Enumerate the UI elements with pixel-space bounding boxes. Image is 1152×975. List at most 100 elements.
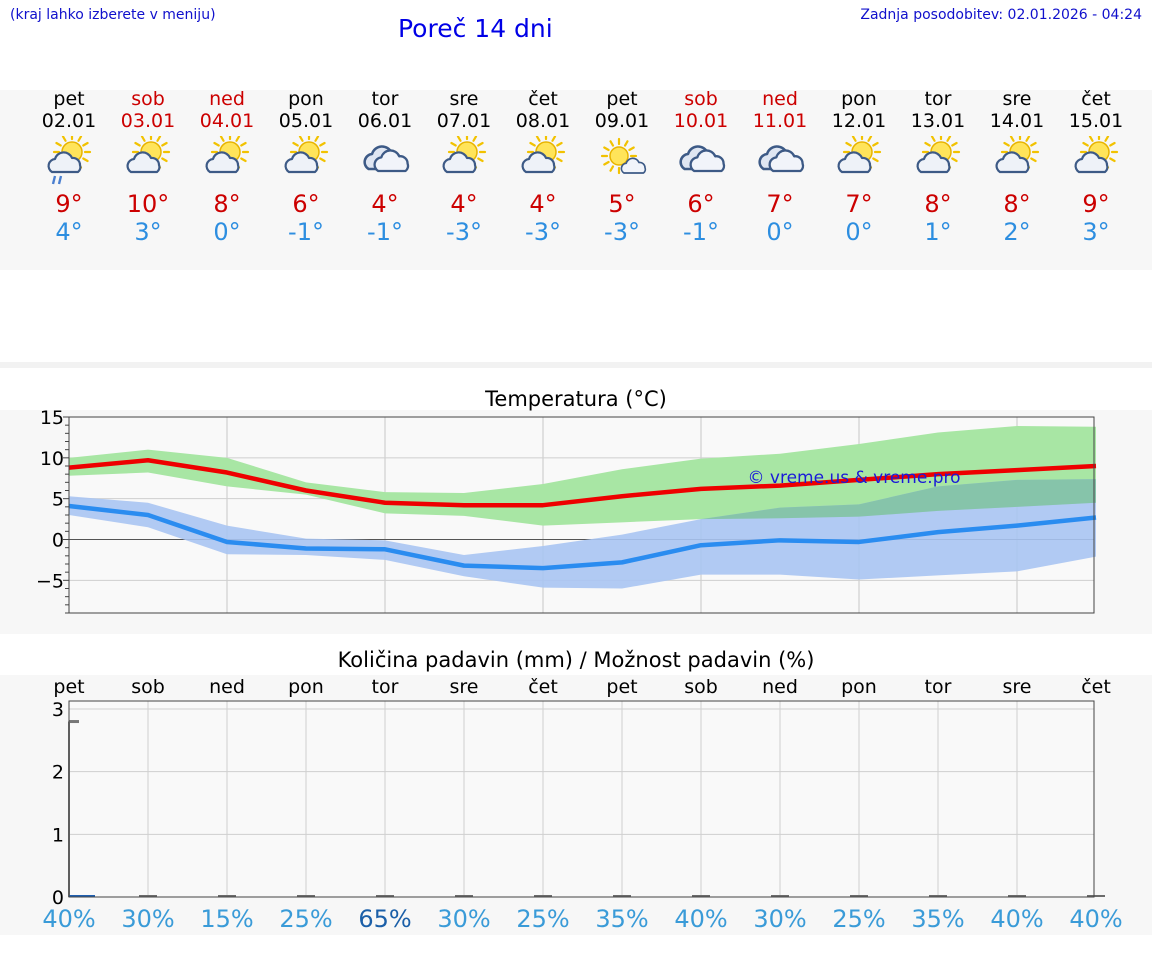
partly-sunny-icon xyxy=(995,136,1040,174)
temp-max: 4° xyxy=(529,190,557,218)
day-date: 12.01 xyxy=(831,110,887,132)
cloudy-icon xyxy=(363,145,410,173)
watermark: © vreme.us & vreme.pro xyxy=(747,468,960,488)
precip-day-label: tor xyxy=(925,676,952,698)
precip-bar xyxy=(771,895,789,897)
temp-min: 3° xyxy=(1082,218,1110,246)
partly-sunny-drizzle-icon xyxy=(47,136,92,185)
day-name: sob xyxy=(131,88,165,110)
precip-bar xyxy=(1008,895,1026,897)
temp-max: 4° xyxy=(371,190,399,218)
day-date: 08.01 xyxy=(515,110,571,132)
temp-min: -3° xyxy=(604,218,640,246)
day-column: pet 02.01 9° 4° xyxy=(29,88,109,246)
day-date: 09.01 xyxy=(594,110,650,132)
precip-bar xyxy=(139,895,157,897)
temp-min: 2° xyxy=(1003,218,1031,246)
temp-range-overlap xyxy=(69,472,1096,526)
day-date: 05.01 xyxy=(278,110,334,132)
min-temp-line xyxy=(68,503,1097,571)
temp-max: 10° xyxy=(126,190,170,218)
precip-day-label: tor xyxy=(372,676,399,698)
temp-min: 0° xyxy=(766,218,794,246)
cloudy-icon xyxy=(679,145,726,173)
temp-min: 0° xyxy=(845,218,873,246)
temperature-y-tick-label: 5 xyxy=(52,489,64,511)
precip-probability: 40% xyxy=(42,905,95,933)
day-name: tor xyxy=(371,88,399,110)
precip-bar xyxy=(534,895,552,897)
partly-sunny-icon xyxy=(284,136,329,174)
day-column: tor 13.01 8° 1° xyxy=(898,88,978,246)
precip-probability: 40% xyxy=(1069,905,1122,933)
day-name: sre xyxy=(1002,88,1032,110)
precip-plot-frame xyxy=(68,700,1095,898)
partly-sunny-icon xyxy=(205,136,250,174)
day-date: 07.01 xyxy=(436,110,492,132)
precip-y-tick-label: 3 xyxy=(52,699,64,721)
partly-sunny-icon xyxy=(521,136,566,174)
partly-sunny-icon xyxy=(1074,136,1119,174)
precip-day-label: sre xyxy=(450,676,479,698)
precip-plot-area xyxy=(69,701,1094,897)
temp-max: 9° xyxy=(1082,190,1110,218)
day-column: ned 04.01 8° 0° xyxy=(187,88,267,246)
precip-probability: 30% xyxy=(753,905,806,933)
daily-forecast: pet 02.01 9° 4° sob 03.01 10° 3° ned 04.01 8° 0° pon… xyxy=(0,88,1152,258)
day-name: pet xyxy=(53,88,85,110)
day-name: pon xyxy=(288,88,324,110)
day-name: čet xyxy=(1081,88,1111,110)
precip-day-label: pon xyxy=(841,676,877,698)
day-column: sre 07.01 4° -3° xyxy=(424,88,504,246)
precip-day-label: čet xyxy=(528,676,558,698)
temp-min: -1° xyxy=(367,218,403,246)
day-name: ned xyxy=(762,88,798,110)
day-name: pet xyxy=(606,88,638,110)
precip-day-label: sre xyxy=(1003,676,1032,698)
temp-min: 4° xyxy=(55,218,83,246)
precip-bar xyxy=(850,895,868,897)
day-date: 03.01 xyxy=(120,110,176,132)
precip-day-label: sob xyxy=(684,676,718,698)
precip-day-label: pet xyxy=(606,676,637,698)
cloudy-icon xyxy=(758,145,805,173)
day-column: sob 10.01 6° -1° xyxy=(661,88,741,246)
temp-max: 4° xyxy=(450,190,478,218)
precip-probability: 30% xyxy=(121,905,174,933)
precip-bar xyxy=(1087,895,1105,897)
precip-probability: 40% xyxy=(990,905,1043,933)
temp-max: 6° xyxy=(292,190,320,218)
partly-sunny-icon xyxy=(442,136,487,174)
precip-probability: 65% xyxy=(358,905,411,933)
location-hint: (kraj lahko izberete v meniju) xyxy=(10,7,216,23)
day-name: čet xyxy=(528,88,558,110)
precip-day-label: ned xyxy=(762,676,798,698)
mostly-sunny-icon xyxy=(600,137,647,175)
temp-max: 8° xyxy=(213,190,241,218)
day-column: čet 15.01 9° 3° xyxy=(1056,88,1136,246)
temperature-y-tick-label: 15 xyxy=(40,407,64,429)
day-column: pon 12.01 7° 0° xyxy=(819,88,899,246)
temp-min: -1° xyxy=(288,218,324,246)
day-column: sob 03.01 10° 3° xyxy=(108,88,188,246)
day-date: 15.01 xyxy=(1068,110,1124,132)
day-name: pon xyxy=(841,88,877,110)
temp-max: 7° xyxy=(845,190,873,218)
day-column: sre 14.01 8° 2° xyxy=(977,88,1057,246)
day-name: sre xyxy=(449,88,479,110)
precip-day-label: pet xyxy=(53,676,84,698)
temp-min: 1° xyxy=(924,218,952,246)
precip-bar xyxy=(692,895,710,897)
temp-max: 6° xyxy=(687,190,715,218)
temperature-y-tick-label: 10 xyxy=(40,448,64,470)
day-column: pon 05.01 6° -1° xyxy=(266,88,346,246)
last-updated: Zadnja posodobitev: 02.01.2026 - 04:24 xyxy=(860,7,1142,23)
day-date: 06.01 xyxy=(357,110,413,132)
temp-min: 0° xyxy=(213,218,241,246)
partly-sunny-icon xyxy=(837,136,882,174)
precip-day-label: sob xyxy=(131,676,165,698)
temp-max: 7° xyxy=(766,190,794,218)
precip-bar xyxy=(297,895,315,897)
precip-day-label: pon xyxy=(288,676,324,698)
